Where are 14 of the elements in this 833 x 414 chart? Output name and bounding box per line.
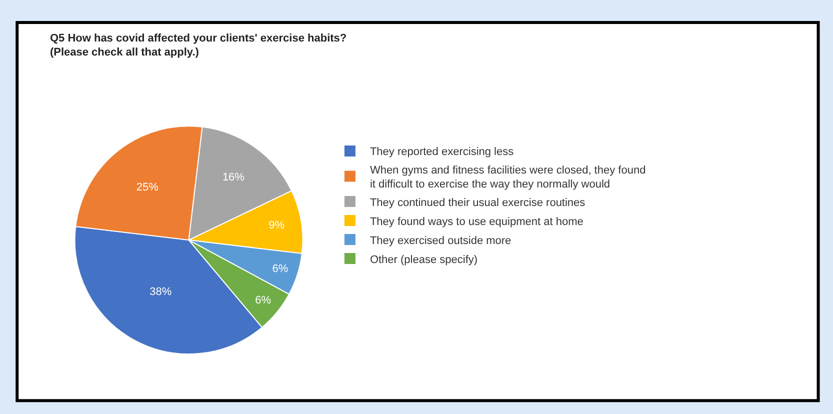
- legend-label: They found ways to use equipment at home: [370, 216, 584, 228]
- chart-title: Q5 How has covid affected your clients' exercise habits?: [50, 32, 347, 44]
- data-label: 9%: [268, 219, 285, 232]
- legend-label: They reported exercising less: [370, 146, 514, 158]
- data-label: 16%: [222, 172, 245, 184]
- legend-label: They continued their usual exercise routines: [370, 196, 586, 209]
- data-label: 6%: [255, 294, 272, 307]
- data-label: 25%: [136, 182, 159, 194]
- legend-label: Other (please specify): [370, 254, 478, 266]
- chart-subtitle: (Please check all that apply.): [50, 46, 200, 59]
- legend-label: When gyms and fitness facilities were closed, they found it difficult to exercise the way they normally would: [370, 164, 646, 191]
- data-label: 6%: [272, 263, 288, 276]
- data-label: 38%: [150, 286, 172, 298]
- legend-label: They exercised outside more: [370, 234, 512, 247]
